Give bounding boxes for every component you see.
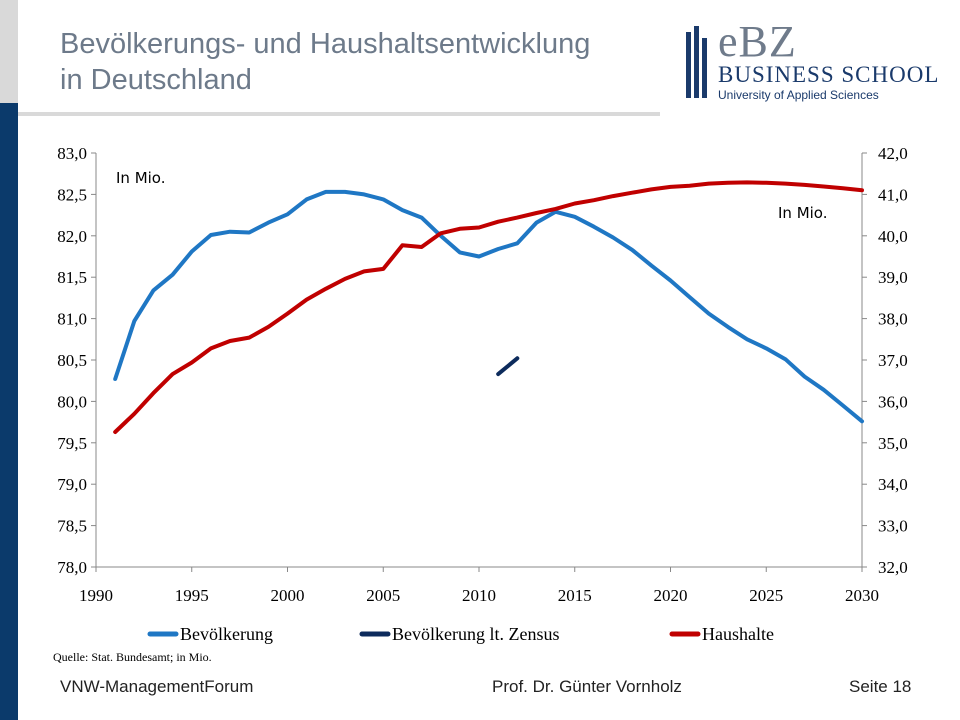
y-right-tick-label: 42,0	[878, 144, 908, 163]
legend-label-2: Bevölkerung lt. Zensus	[392, 624, 559, 644]
x-tick-label: 2030	[845, 586, 879, 605]
ebz-logo: eBZ BUSINESS SCHOOL University of Applie…	[684, 17, 944, 104]
y-right-tick-label: 37,0	[878, 351, 908, 370]
footer-page-number: Seite 18	[849, 677, 912, 696]
footer-left: VNW-ManagementForum	[60, 677, 254, 696]
y-left-tick-label: 79,5	[57, 434, 87, 453]
x-tick-label: 2025	[749, 586, 783, 605]
y-left-tick-label: 79,0	[57, 475, 87, 494]
left-grey-strip	[0, 0, 18, 103]
y-right-tick-label: 41,0	[878, 185, 908, 204]
x-tick-label: 1990	[79, 586, 113, 605]
footer-middle: Prof. Dr. Günter Vornholz	[492, 677, 682, 696]
y-right-tick-label: 35,0	[878, 434, 908, 453]
y-right-tick-label: 40,0	[878, 227, 908, 246]
left-accent-bar	[0, 0, 18, 720]
y-left-tick-label: 83,0	[57, 144, 87, 163]
unit-label-right: In Mio.	[778, 204, 828, 222]
series-line-3	[113, 180, 864, 434]
header-divider	[18, 112, 660, 116]
x-tick-label: 2010	[462, 586, 496, 605]
title-line-1: Bevölkerungs- und Haushaltsentwicklung	[60, 28, 591, 60]
x-tick-label: 2015	[558, 586, 592, 605]
y-right-tick-label: 33,0	[878, 517, 908, 536]
y-left-tick-label: 82,5	[57, 185, 87, 204]
logo-university: University of Applied Sciences	[718, 88, 879, 102]
y-right-tick-label: 36,0	[878, 392, 908, 411]
y-right-tick-label: 34,0	[878, 475, 908, 494]
page-title: Bevölkerungs- und Haushaltsentwicklung i…	[60, 26, 660, 98]
y-left-tick-label: 81,5	[57, 268, 87, 287]
y-left-tick-label: 78,5	[57, 517, 87, 536]
legend-label-1: Bevölkerung	[180, 624, 273, 644]
title-line-2: in Deutschland	[60, 64, 252, 96]
y-left-tick-label: 80,0	[57, 392, 87, 411]
y-right-tick-label: 39,0	[878, 268, 908, 287]
y-left-tick-label: 80,5	[57, 351, 87, 370]
y-right-tick-label: 38,0	[878, 310, 908, 329]
x-tick-label: 1995	[175, 586, 209, 605]
x-tick-label: 2020	[654, 586, 688, 605]
logo-ebz: eBZ	[718, 17, 797, 66]
series-line-2	[496, 356, 520, 377]
y-right-tick-label: 32,0	[878, 558, 908, 577]
legend-label-3: Haushalte	[702, 624, 774, 644]
logo-business-school: BUSINESS SCHOOL	[718, 62, 940, 87]
series-line-1	[113, 189, 864, 424]
logo-bars-icon	[686, 26, 707, 98]
y-left-tick-label: 82,0	[57, 227, 87, 246]
y-left-tick-label: 78,0	[57, 558, 87, 577]
source-note: Quelle: Stat. Bundesamt; in Mio.	[53, 650, 212, 664]
x-tick-label: 2000	[271, 586, 305, 605]
x-tick-label: 2005	[366, 586, 400, 605]
unit-label-left: In Mio.	[116, 169, 166, 187]
y-left-tick-label: 81,0	[57, 310, 87, 329]
